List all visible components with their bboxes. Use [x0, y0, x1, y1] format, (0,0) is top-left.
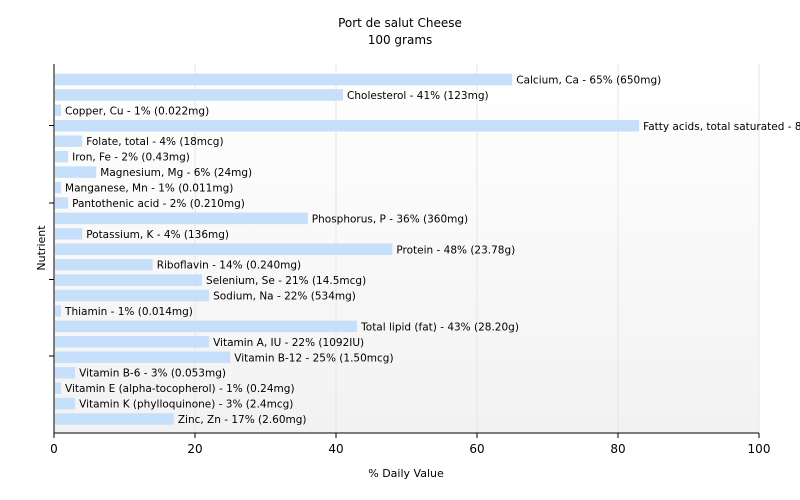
- bar-label: Pantothenic acid - 2% (0.210mg): [72, 198, 245, 210]
- y-axis-title: Nutrient: [35, 225, 48, 271]
- bar-label: Vitamin B-6 - 3% (0.053mg): [79, 368, 226, 380]
- bar-label: Fatty acids, total saturated - 83% (16.6…: [643, 121, 800, 133]
- axes: 0 20 40 60 80 100: [49, 64, 770, 456]
- bar-label: Folate, total - 4% (18mcg): [86, 136, 223, 148]
- chart-title: Port de salut Cheese: [338, 16, 462, 30]
- bar-label: Magnesium, Mg - 6% (24mg): [100, 167, 252, 179]
- x-tick-label: 60: [469, 442, 484, 456]
- chart-subtitle: 100 grams: [368, 33, 433, 47]
- bar: [55, 382, 62, 394]
- bar-label: Iron, Fe - 2% (0.43mg): [72, 152, 190, 164]
- x-tick-label: 100: [748, 442, 771, 456]
- x-tick-label: 20: [187, 442, 202, 456]
- bar-label: Vitamin E (alpha-tocopherol) - 1% (0.24m…: [65, 383, 294, 395]
- bar: [55, 351, 231, 364]
- bar: [55, 212, 308, 225]
- bar: [55, 89, 344, 101]
- x-axis-title: % Daily Value: [368, 467, 444, 480]
- bar-label: Selenium, Se - 21% (14.5mcg): [206, 275, 366, 287]
- bar: [55, 197, 69, 209]
- bar-label: Vitamin K (phylloquinone) - 3% (2.4mcg): [79, 399, 293, 411]
- bar: [55, 104, 62, 117]
- bar: [55, 397, 76, 410]
- bar-label: Total lipid (fat) - 43% (28.20g): [360, 321, 519, 333]
- bar-label: Calcium, Ca - 65% (650mg): [516, 75, 661, 87]
- bar-label: Protein - 48% (23.78g): [396, 244, 515, 256]
- bar-label: Cholesterol - 41% (123mg): [347, 90, 489, 102]
- bar: [55, 289, 210, 302]
- bar: [55, 135, 83, 147]
- bar-label: Copper, Cu - 1% (0.022mg): [65, 105, 209, 117]
- bar-label: Sodium, Na - 22% (534mg): [213, 291, 356, 303]
- bar: [55, 336, 210, 348]
- bars: Calcium, Ca - 65% (650mg) Cholesterol - 4…: [55, 73, 800, 426]
- bar-label: Vitamin B-12 - 25% (1.50mcg): [234, 352, 393, 364]
- bar: [55, 243, 393, 255]
- bar-label: Phosphorus, P - 36% (360mg): [312, 213, 468, 225]
- bar: [55, 120, 640, 132]
- bar: [55, 305, 62, 317]
- x-tick-label: 80: [610, 442, 625, 456]
- bar: [55, 320, 358, 333]
- bar-label: Zinc, Zn - 17% (2.60mg): [178, 414, 307, 426]
- bar: [55, 274, 203, 286]
- bar: [55, 258, 153, 271]
- bar: [55, 366, 76, 379]
- bar-label: Potassium, K - 4% (136mg): [86, 229, 229, 241]
- bar: [55, 413, 174, 425]
- bar-label: Thiamin - 1% (0.014mg): [64, 306, 193, 318]
- bar-label: Manganese, Mn - 1% (0.011mg): [65, 183, 233, 195]
- bar-label: Riboflavin - 14% (0.240mg): [157, 260, 301, 272]
- bar-label: Vitamin A, IU - 22% (1092IU): [213, 337, 364, 349]
- x-tick-label: 40: [328, 442, 343, 456]
- bar: [55, 73, 513, 86]
- x-tick-label: 0: [50, 442, 58, 456]
- bar: [55, 166, 97, 178]
- bar: [55, 181, 62, 194]
- bar: [55, 228, 83, 240]
- bar: [55, 150, 69, 163]
